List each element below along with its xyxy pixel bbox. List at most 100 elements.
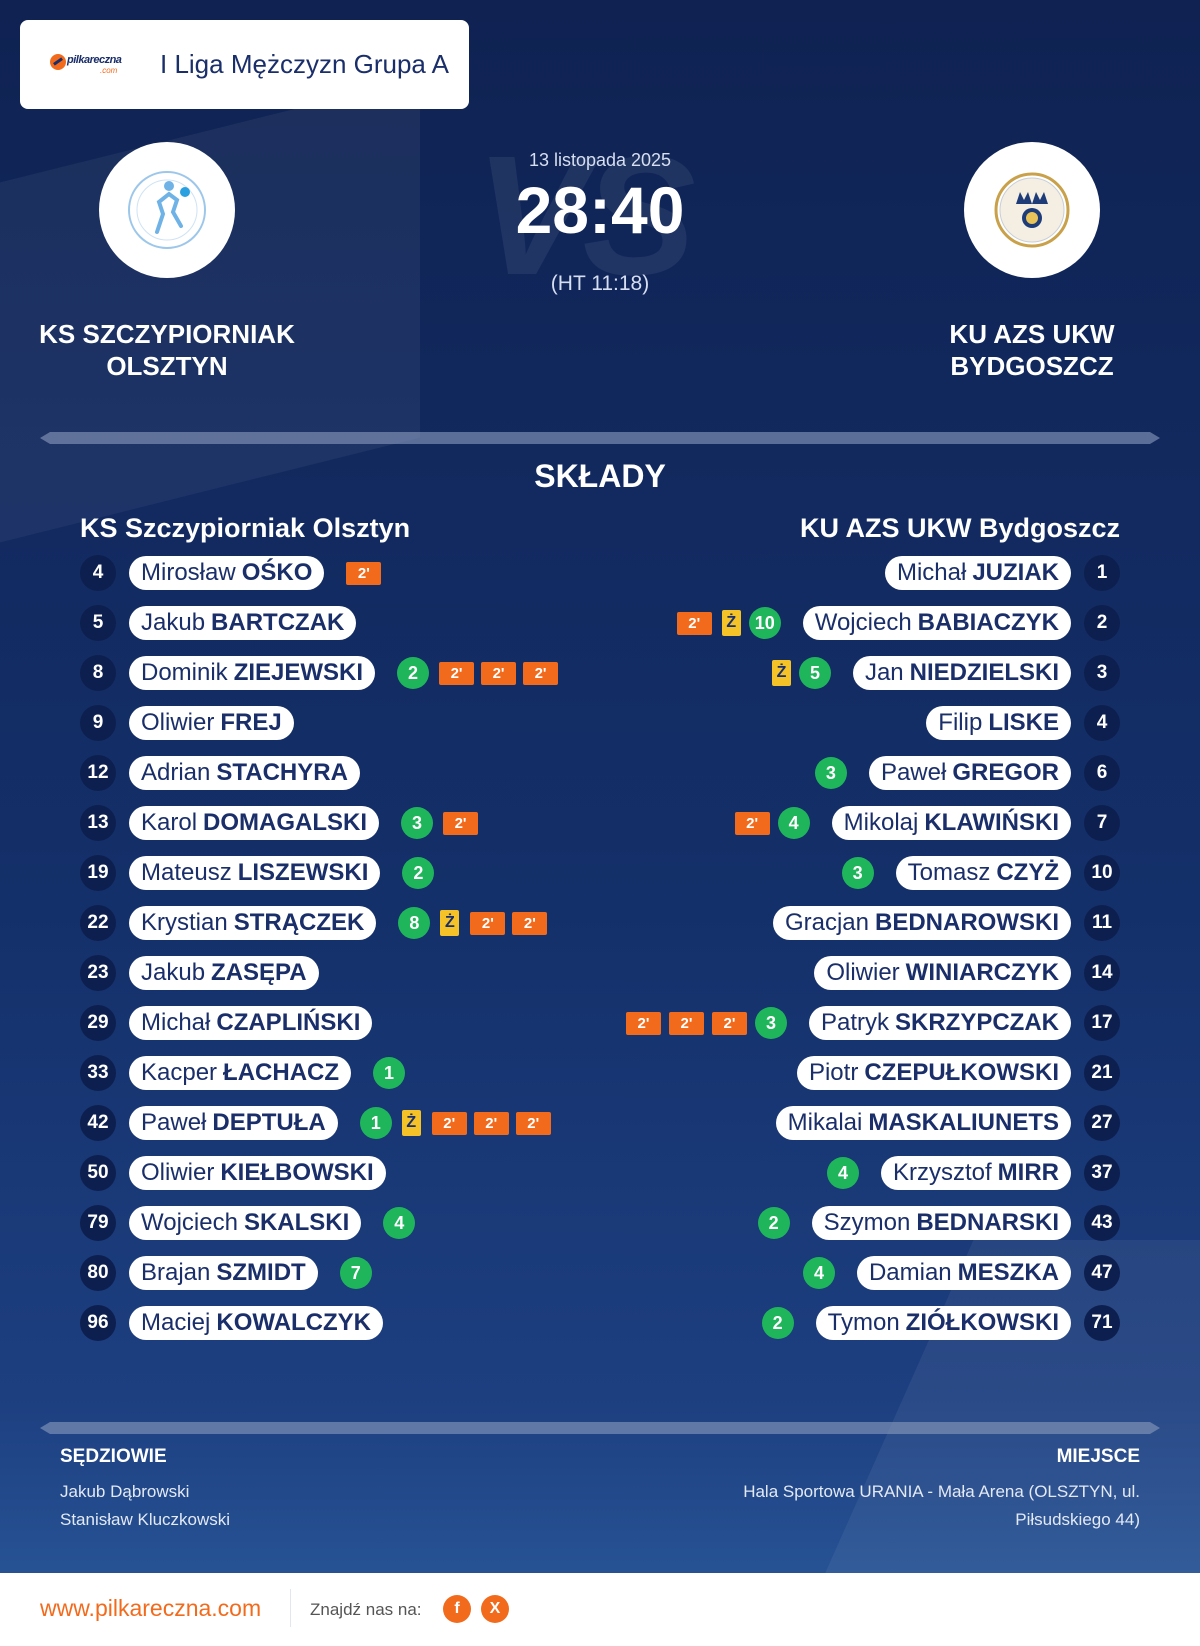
- yellow-card-icon: Ż: [721, 610, 741, 636]
- player-number: 4: [80, 555, 116, 591]
- facebook-icon[interactable]: f: [443, 1595, 471, 1623]
- player-name[interactable]: Jakub ZASĘPA: [129, 956, 319, 990]
- player-name[interactable]: Adrian STACHYRA: [129, 756, 360, 790]
- player-last-name: SKALSKI: [243, 1209, 350, 1236]
- player-name[interactable]: Gracjan BEDNAROWSKI: [772, 906, 1071, 940]
- player-number: 1: [1084, 555, 1120, 591]
- player-row: 11 Gracjan BEDNAROWSKI: [751, 905, 1120, 941]
- website-link[interactable]: www.pilkareczna.com: [40, 1595, 262, 1621]
- player-name[interactable]: Piotr CZEPUŁKOWSKI: [796, 1056, 1071, 1090]
- player-name[interactable]: Patryk SKRZYPCZAK: [808, 1006, 1071, 1040]
- player-last-name: SZMIDT: [216, 1259, 306, 1286]
- player-last-name: BABIACZYK: [917, 609, 1059, 636]
- goals-badge: 4: [802, 1257, 835, 1289]
- player-first-name: Wojciech: [141, 1209, 238, 1236]
- goals-badge: 5: [798, 657, 831, 689]
- player-name[interactable]: Brajan SZMIDT: [129, 1256, 318, 1290]
- player-name[interactable]: Karol DOMAGALSKI: [129, 806, 380, 840]
- player-name[interactable]: Michał JUZIAK: [884, 556, 1071, 590]
- footer-separator: [290, 1589, 291, 1627]
- yellow-card-icon: Ż: [401, 1110, 421, 1136]
- player-events: 2 2' 2' 2': [397, 657, 565, 689]
- away-team-name-line1: KU AZS UKW: [949, 319, 1115, 349]
- suspension-badge: 2': [711, 1011, 747, 1035]
- suspension-badge: 2': [512, 911, 548, 935]
- venue-line: Piłsudskiego 44): [1015, 1510, 1140, 1529]
- player-number: 79: [80, 1205, 116, 1241]
- player-first-name: Krystian: [141, 909, 228, 936]
- player-first-name: Patryk: [820, 1009, 889, 1036]
- player-last-name: WINIARCZYK: [905, 959, 1059, 986]
- player-name[interactable]: Jakub BARTCZAK: [129, 606, 357, 640]
- goals-badge: 3: [841, 857, 874, 889]
- player-number: 23: [80, 955, 116, 991]
- suspension-badge: 2': [676, 611, 712, 635]
- footer: www.pilkareczna.com Znajdź nas na: f X: [0, 1573, 1200, 1646]
- player-name[interactable]: Tymon ZIÓŁKOWSKI: [815, 1306, 1071, 1340]
- player-name[interactable]: Jan NIEDZIELSKI: [852, 656, 1071, 690]
- goals-badge: 7: [339, 1257, 372, 1289]
- player-row: 37 Krzysztof MIRR 4: [826, 1155, 1120, 1191]
- player-last-name: KOWALCZYK: [216, 1309, 372, 1336]
- player-last-name: MASKALIUNETS: [868, 1109, 1059, 1136]
- player-name[interactable]: Oliwier WINIARCZYK: [814, 956, 1071, 990]
- player-first-name: Oliwier: [141, 1159, 215, 1186]
- player-name[interactable]: Mikolaj KLAWIŃSKI: [831, 806, 1071, 840]
- player-name[interactable]: Mikalai MASKALIUNETS: [775, 1106, 1071, 1140]
- player-name[interactable]: Krystian STRĄCZEK: [129, 906, 377, 940]
- player-events: 7: [339, 1257, 382, 1289]
- player-events: 2' Ż 10: [676, 607, 781, 639]
- player-name[interactable]: Szymon BEDNARSKI: [811, 1206, 1071, 1240]
- player-name[interactable]: Wojciech BABIACZYK: [802, 606, 1071, 640]
- player-name[interactable]: Oliwier KIEŁBOWSKI: [129, 1156, 386, 1190]
- player-name[interactable]: Damian MESZKA: [856, 1256, 1071, 1290]
- player-first-name: Piotr: [808, 1059, 859, 1086]
- player-number: 17: [1084, 1005, 1120, 1041]
- player-name[interactable]: Mirosław OŚKO: [129, 556, 325, 590]
- player-name[interactable]: Oliwier FREJ: [129, 706, 294, 740]
- player-name[interactable]: Tomasz CZYŻ: [895, 856, 1071, 890]
- player-events: 2' 2' 2' 3: [625, 1007, 787, 1039]
- player-name[interactable]: Filip LISKE: [926, 706, 1071, 740]
- goals-badge: 4: [383, 1207, 416, 1239]
- player-events: 4: [383, 1207, 425, 1239]
- player-number: 11: [1084, 905, 1120, 941]
- player-last-name: ŁACHACZ: [223, 1059, 340, 1086]
- player-last-name: MIRR: [997, 1159, 1059, 1186]
- player-last-name: MESZKA: [957, 1259, 1059, 1286]
- player-last-name: NIEDZIELSKI: [909, 659, 1059, 686]
- suspension-badge: 2': [481, 661, 517, 685]
- player-name[interactable]: Paweł DEPTUŁA: [129, 1106, 338, 1140]
- suspension-badge: 2': [431, 1111, 467, 1135]
- player-events: 2' 4: [734, 807, 810, 839]
- player-row: 71 Tymon ZIÓŁKOWSKI 2: [761, 1305, 1120, 1341]
- player-row: 4 Filip LISKE: [904, 705, 1120, 741]
- pilkareczna-logo[interactable]: pilkareczna .com: [50, 52, 142, 78]
- suspension-badge: 2': [470, 911, 506, 935]
- player-name[interactable]: Krzysztof MIRR: [880, 1156, 1071, 1190]
- player-row: 33 Kacper ŁACHACZ 1: [80, 1055, 415, 1091]
- x-icon[interactable]: X: [481, 1595, 509, 1623]
- player-name[interactable]: Maciej KOWALCZYK: [129, 1306, 384, 1340]
- player-number: 8: [80, 655, 116, 691]
- player-name[interactable]: Paweł GREGOR: [868, 756, 1071, 790]
- player-events: 2: [761, 1307, 794, 1339]
- player-name[interactable]: Kacper ŁACHACZ: [129, 1056, 352, 1090]
- player-name[interactable]: Mateusz LISZEWSKI: [129, 856, 381, 890]
- player-last-name: FREJ: [220, 709, 282, 736]
- player-name[interactable]: Wojciech SKALSKI: [129, 1206, 362, 1240]
- home-team-name-line1: KS SZCZYPIORNIAK: [39, 319, 295, 349]
- player-events: 2: [757, 1207, 790, 1239]
- player-name[interactable]: Michał CZAPLIŃSKI: [129, 1006, 373, 1040]
- player-last-name: BARTCZAK: [211, 609, 345, 636]
- player-name[interactable]: Dominik ZIEJEWSKI: [129, 656, 376, 690]
- suspension-badge: 2': [346, 561, 382, 585]
- player-last-name: BEDNARSKI: [916, 1209, 1059, 1236]
- player-number: 27: [1084, 1105, 1120, 1141]
- player-row: 22 Krystian STRĄCZEK 8 Ż 2' 2': [80, 905, 554, 941]
- goals-badge: 2: [761, 1307, 794, 1339]
- player-last-name: KIEŁBOWSKI: [220, 1159, 374, 1186]
- goals-badge: 2: [757, 1207, 790, 1239]
- player-first-name: Paweł: [880, 759, 947, 786]
